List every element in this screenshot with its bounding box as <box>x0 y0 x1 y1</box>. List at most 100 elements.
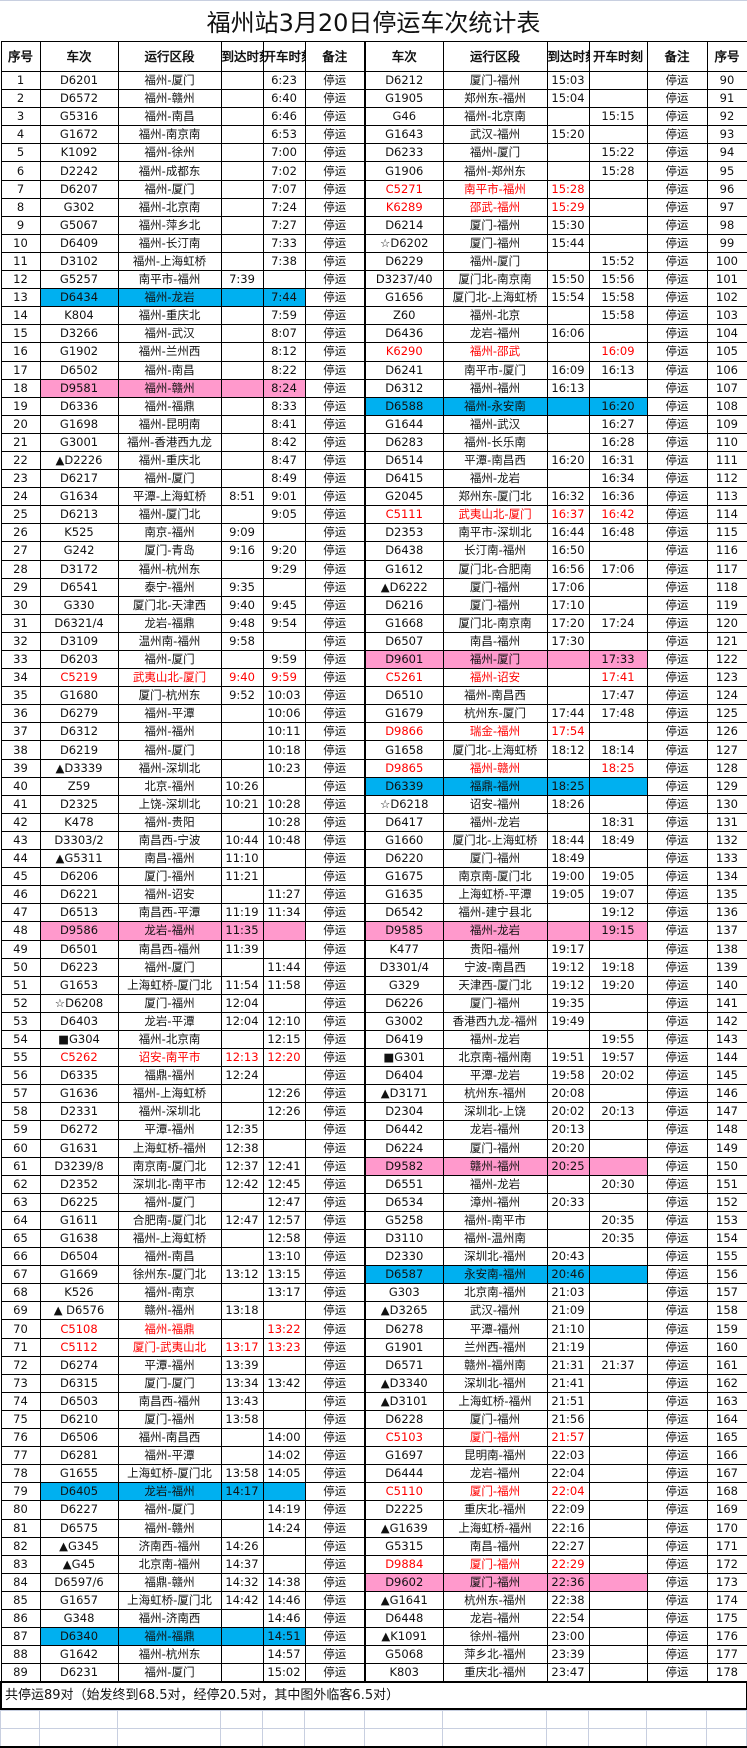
table-row: 74 D6503 南昌西-福州 13:43 停运 ▲D3101 上海虹桥-福州 21:51 停运… <box>0 1391 747 1411</box>
departure-time: 19:15 <box>588 921 648 941</box>
arrival-time: 15:03 <box>546 70 590 91</box>
arrival-time: 19:00 <box>546 867 590 887</box>
departure-time: 9:59 <box>262 668 306 688</box>
remark: 停运 <box>304 559 366 579</box>
departure-time: 19:18 <box>588 957 648 977</box>
arrival-time: 18:26 <box>546 794 590 814</box>
seq-number: 18 <box>0 378 41 398</box>
departure-time: 8:42 <box>262 432 306 452</box>
train-number: G1679 <box>364 704 444 724</box>
departure-time <box>588 1608 648 1629</box>
remark: 停运 <box>304 161 366 181</box>
train-number: D6340 <box>39 1627 119 1647</box>
departure-time <box>588 1011 648 1031</box>
table-row: 45 D6206 厦门-福州 11:21 停运 G1675 南京南-厦门北 19:00 19:0… <box>0 867 747 887</box>
train-number: K478 <box>39 812 119 832</box>
arrival-time: 13:18 <box>220 1301 264 1321</box>
train-number: D2331 <box>39 1102 119 1122</box>
departure-time: 17:41 <box>588 668 648 688</box>
train-number: D3303/2 <box>39 830 119 851</box>
arrival-time: 20:20 <box>546 1138 590 1158</box>
arrival-time: 22:54 <box>546 1608 590 1629</box>
seq-number: 155 <box>706 1247 747 1267</box>
arrival-time <box>220 649 264 670</box>
departure-time: 7:24 <box>262 197 306 217</box>
table-row: 29 D6541 泰宁-福州 9:35 停运 ▲D6222 厦门-福州 17:06 停运 118 <box>0 577 747 597</box>
arrival-time: 20:25 <box>546 1156 590 1176</box>
route: 昆明南-福州 <box>442 1446 548 1466</box>
route: 上海虹桥-福州 <box>442 1391 548 1411</box>
train-number: D6404 <box>364 1066 444 1086</box>
seq-number: 16 <box>0 342 41 362</box>
seq-number: 168 <box>706 1482 747 1502</box>
remark: 停运 <box>304 867 366 887</box>
remark: 停运 <box>304 668 366 688</box>
route: 福州-徐州 <box>117 143 222 163</box>
route: 福州-诏安 <box>117 885 222 905</box>
arrival-time: 22:03 <box>546 1446 590 1466</box>
arrival-time: 15:20 <box>546 125 590 145</box>
departure-time: 19:07 <box>588 885 648 905</box>
route: 福州-南昌西 <box>442 686 548 706</box>
route: 重庆北-福州 <box>442 1500 548 1520</box>
arrival-time <box>220 143 264 163</box>
arrival-time <box>546 469 590 489</box>
remark: 停运 <box>646 414 708 434</box>
train-number: D6436 <box>364 324 444 344</box>
seq-number: 23 <box>0 469 41 489</box>
arrival-time: 20:13 <box>546 1120 590 1140</box>
departure-time: 9:29 <box>262 559 306 579</box>
route: 厦门-福州 <box>442 1554 548 1574</box>
arrival-time <box>220 505 264 525</box>
arrival-time: 16:32 <box>546 487 590 507</box>
train-number: ▲D3171 <box>364 1084 444 1104</box>
departure-time <box>588 1283 648 1303</box>
route: 福州-杭州东 <box>117 559 222 579</box>
remark: 停运 <box>646 975 708 995</box>
seq-number: 8 <box>0 197 41 217</box>
arrival-time: 15:30 <box>546 215 590 235</box>
route: 厦门北-合肥南 <box>442 559 548 579</box>
train-number: D6572 <box>39 89 119 109</box>
remark: 停运 <box>304 1663 366 1684</box>
departure-time: 14:00 <box>262 1428 306 1448</box>
route: 福州-成都东 <box>117 161 222 181</box>
departure-time <box>262 1391 306 1411</box>
train-number: G1655 <box>39 1464 119 1484</box>
departure-time: 12:45 <box>262 1174 306 1194</box>
train-number: C5112 <box>39 1337 119 1357</box>
departure-time <box>262 1554 306 1574</box>
route: 福州-厦门 <box>117 649 222 670</box>
table-row: 32 D3109 温州南-福州 9:58 停运 D6507 南昌-福州 17:30 停运 121 <box>0 631 747 652</box>
route: 平潭-福州 <box>117 1120 222 1140</box>
remark: 停运 <box>646 1337 708 1357</box>
remark: 停运 <box>646 830 708 851</box>
train-number: ▲ D6576 <box>39 1301 119 1321</box>
train-number: ▲G1641 <box>364 1590 444 1610</box>
arrival-time: 18:49 <box>546 849 590 869</box>
remark: 停运 <box>304 1536 366 1556</box>
arrival-time <box>220 1228 264 1249</box>
route: 合肥南-厦门北 <box>117 1210 222 1231</box>
departure-time: 18:49 <box>588 830 648 851</box>
departure-time <box>588 577 648 597</box>
train-number: D6206 <box>39 867 119 887</box>
table-row: 19 D6336 福州-福鼎 8:33 停运 D6588 福州-永安南 16:20 停运 108 <box>0 396 747 416</box>
seq-number: 103 <box>706 306 747 326</box>
seq-number: 42 <box>0 812 41 832</box>
remark: 停运 <box>304 921 366 941</box>
seq-number: 153 <box>706 1210 747 1231</box>
remark: 停运 <box>646 957 708 977</box>
arrival-time: 12:24 <box>220 1066 264 1086</box>
arrival-time: 17:44 <box>546 704 590 724</box>
train-number: D6279 <box>39 704 119 724</box>
train-number: ▲G345 <box>39 1536 119 1556</box>
table-row: 84 D6597/6 福鼎-赣州 14:32 14:38 停运 D9602 厦门-福州 22:3… <box>0 1572 747 1592</box>
train-number: D9581 <box>39 378 119 398</box>
remark: 停运 <box>304 1210 366 1231</box>
arrival-time: 21:03 <box>546 1283 590 1303</box>
train-number: G1901 <box>364 1337 444 1357</box>
arrival-time <box>220 469 264 489</box>
route: 平潭-龙岩 <box>442 1066 548 1086</box>
route: 漳州-福州 <box>442 1192 548 1212</box>
